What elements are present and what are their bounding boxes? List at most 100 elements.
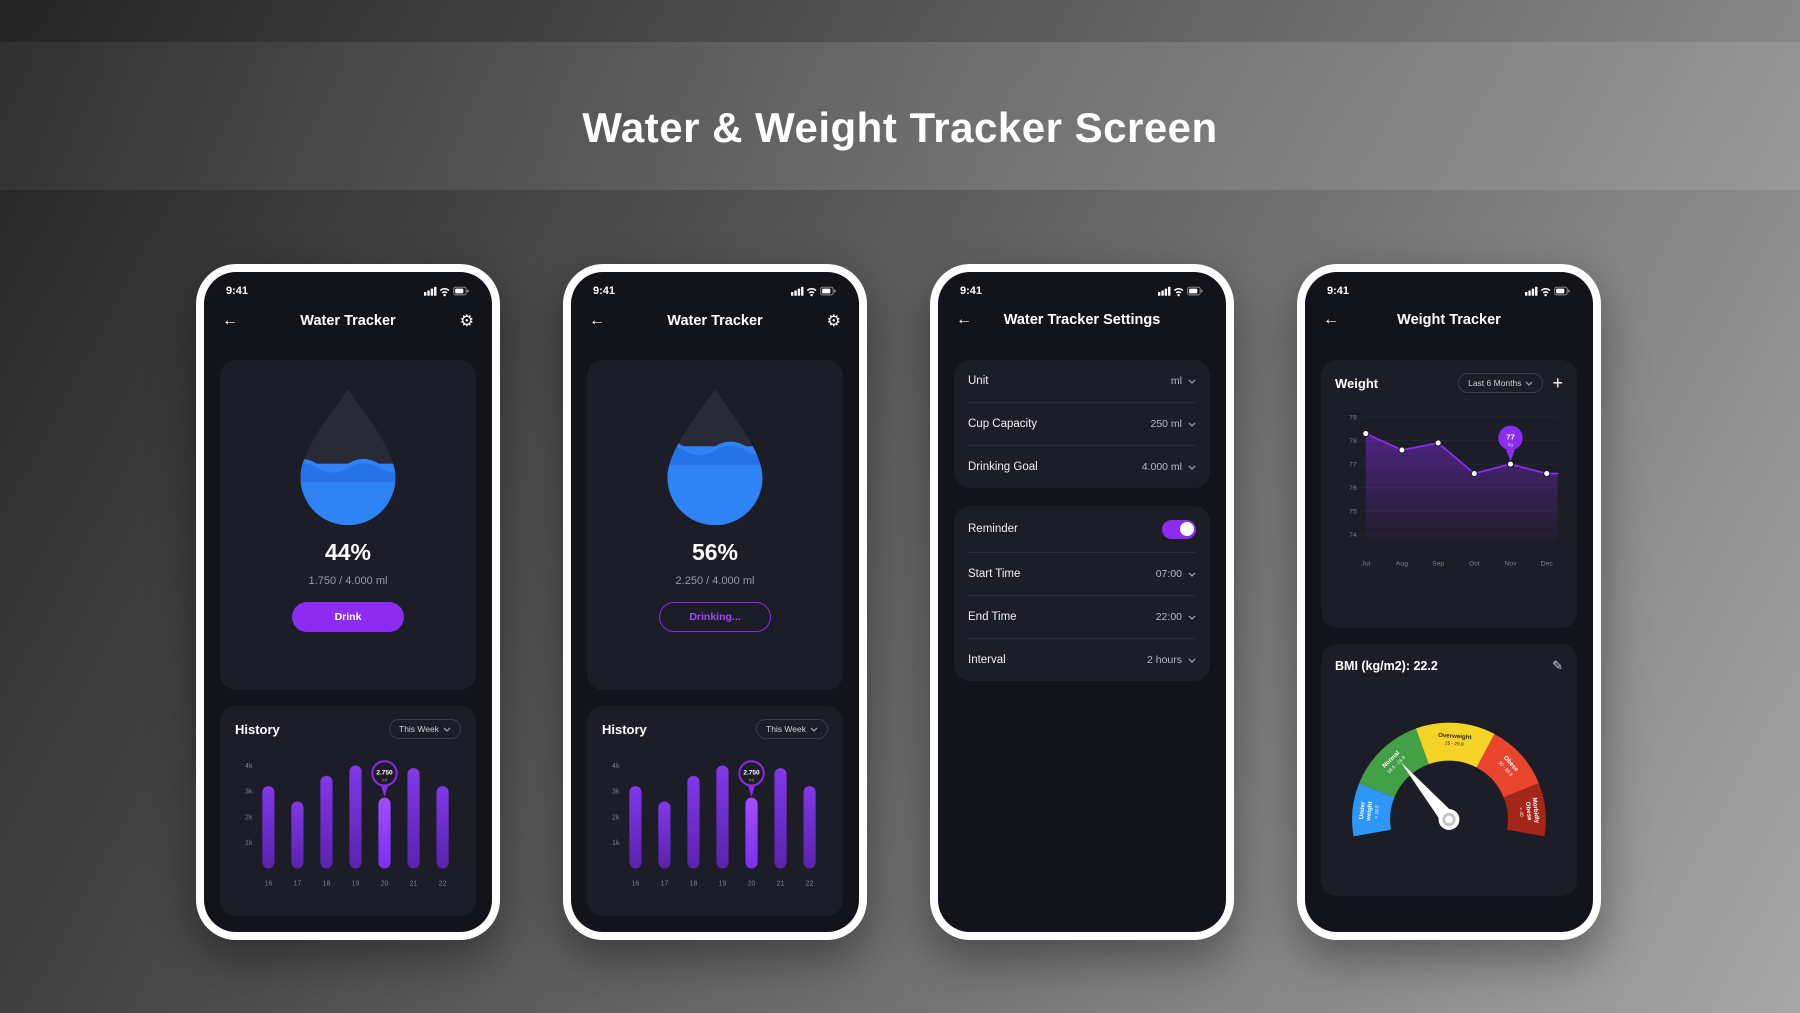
chevron-down-icon — [810, 727, 818, 732]
setting-row-drinking-goal[interactable]: Drinking Goal 4.000 ml — [968, 446, 1196, 488]
chevron-down-icon — [1526, 381, 1533, 386]
wifi-icon — [439, 288, 450, 297]
reminder-toggle[interactable] — [1162, 519, 1196, 539]
x-tick: Aug — [1396, 560, 1408, 567]
status-icons — [424, 286, 469, 297]
phone-water-tracker-2: 9:41 ← Water Tracker ⚙ 56% 2.250 / 4.000… — [563, 264, 867, 940]
x-tick: 16 — [264, 880, 272, 887]
chevron-down-icon — [1188, 379, 1196, 384]
app-header: ← Water Tracker ⚙ — [204, 297, 492, 331]
setting-row-interval[interactable]: Interval 2 hours — [968, 639, 1196, 681]
header-title: Water Tracker — [300, 313, 396, 329]
tooltip-bubble — [371, 760, 398, 787]
setting-label: Reminder — [968, 523, 1018, 535]
week-filter-dropdown[interactable]: This Week — [756, 719, 828, 739]
y-tick: 1k — [245, 840, 253, 847]
y-tick: 76 — [1349, 485, 1357, 492]
data-point — [1362, 429, 1370, 438]
wifi-icon — [806, 288, 817, 297]
bmi-card: BMI (kg/m2): 22.2 ✎ Underweight< 18.5 Nor… — [1321, 644, 1577, 896]
data-point — [1434, 439, 1442, 447]
gauge-segment-label: Underweight< 18.5 — [1358, 800, 1381, 823]
x-tick: 21 — [777, 880, 785, 887]
edit-pencil-icon[interactable]: ✎ — [1552, 658, 1563, 673]
area-fill — [1365, 433, 1558, 542]
water-drop-icon — [286, 382, 410, 528]
status-time: 9:41 — [960, 285, 983, 297]
gauge-hub-ring — [1442, 812, 1456, 827]
x-tick: 20 — [748, 880, 756, 887]
weight-title: Weight — [1335, 375, 1379, 391]
data-point — [1470, 469, 1478, 478]
back-icon[interactable]: ← — [589, 312, 605, 329]
back-icon[interactable]: ← — [956, 311, 972, 328]
weight-line-chart: 79 78 77 76 75 74 Jul Aug Sep Oct Nov Dec 77 kg — [1335, 399, 1563, 580]
header-title: Water Tracker Settings — [1003, 312, 1161, 328]
status-time: 9:41 — [226, 285, 249, 297]
status-bar: 9:41 — [1305, 272, 1593, 297]
settings-group-units: Unit ml Cup Capacity 250 ml Drinking Goa… — [954, 360, 1210, 488]
history-card: History This Week 4k 3k 2k 1k 16 17 18 19 20 21 22… — [587, 706, 843, 916]
setting-label: Cup Capacity — [968, 418, 1038, 430]
week-filter-dropdown[interactable]: This Week — [389, 719, 461, 739]
history-bar — [349, 765, 362, 869]
months-filter-dropdown[interactable]: Last 6 Months — [1458, 373, 1544, 393]
history-bar — [291, 801, 304, 869]
add-weight-button[interactable]: + — [1552, 373, 1563, 393]
history-bar — [407, 768, 420, 869]
setting-row-start-time[interactable]: Start Time 07:00 — [968, 553, 1196, 595]
title-band — [0, 42, 1800, 190]
history-bar — [629, 786, 642, 869]
status-icons — [791, 286, 836, 297]
tooltip-value: 2.750 — [743, 769, 760, 776]
divider — [968, 638, 1196, 639]
header-title: Weight Tracker — [1397, 312, 1501, 328]
status-time: 9:41 — [593, 285, 616, 297]
setting-value: 22:00 — [1155, 611, 1182, 623]
y-tick: 78 — [1349, 438, 1357, 445]
back-icon[interactable]: ← — [1323, 311, 1339, 328]
x-tick: 17 — [661, 880, 669, 887]
history-bar — [378, 797, 391, 869]
drink-button[interactable]: Drink — [292, 602, 404, 632]
x-tick: 22 — [439, 880, 447, 887]
setting-row-unit[interactable]: Unit ml — [968, 360, 1196, 402]
app-header: ← Water Tracker Settings — [938, 297, 1226, 329]
history-bar — [716, 765, 729, 869]
water-history-chart: 4k 3k 2k 1k 16 17 18 19 20 21 22 2.750 ml — [597, 743, 833, 897]
data-point — [1543, 469, 1551, 478]
filter-label: This Week — [399, 724, 439, 734]
data-point — [1398, 446, 1406, 454]
bmi-card-header: BMI (kg/m2): 22.2 ✎ — [1335, 658, 1563, 674]
x-tick: Jul — [1361, 560, 1370, 567]
gauge-segment — [1359, 728, 1429, 798]
history-title: History — [235, 721, 280, 737]
tooltip-pin — [1505, 449, 1516, 462]
signal-icon — [424, 286, 437, 296]
y-tick: 2k — [612, 814, 620, 821]
back-icon[interactable]: ← — [222, 312, 238, 329]
setting-row-end-time[interactable]: End Time 22:00 — [968, 596, 1196, 638]
status-time: 9:41 — [1327, 285, 1350, 297]
status-icons — [1158, 286, 1203, 297]
y-tick: 3k — [612, 789, 620, 796]
signal-icon — [1525, 286, 1538, 296]
weight-card-header: Weight Last 6 Months + — [1335, 373, 1563, 393]
chevron-down-icon — [1188, 465, 1196, 470]
y-tick: 4k — [245, 763, 253, 770]
settings-gear-icon[interactable]: ⚙ — [459, 313, 474, 330]
tooltip-unit: ml — [749, 777, 754, 782]
settings-gear-icon[interactable]: ⚙ — [826, 313, 841, 330]
history-bar — [745, 797, 758, 869]
tooltip-value: 77 — [1506, 432, 1515, 441]
y-tick: 74 — [1349, 532, 1357, 539]
y-tick: 1k — [612, 840, 620, 847]
drinking-button[interactable]: Drinking... — [659, 602, 771, 632]
setting-value: 250 ml — [1150, 418, 1182, 430]
gauge-segment — [1352, 783, 1395, 837]
setting-row-cup-capacity[interactable]: Cup Capacity 250 ml — [968, 403, 1196, 445]
x-tick: 21 — [410, 880, 418, 887]
